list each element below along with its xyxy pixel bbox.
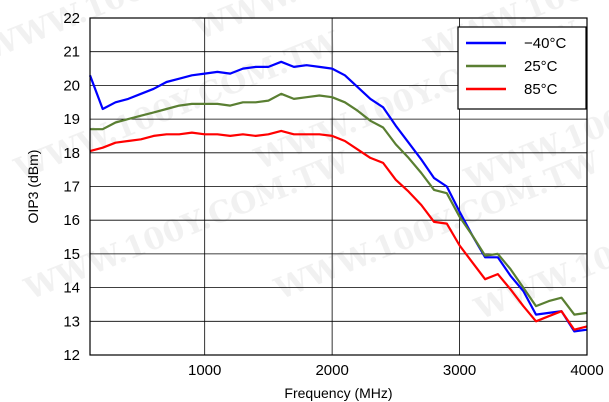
y-tick-label: 17 (63, 179, 80, 196)
legend-label-0: −40°C (524, 35, 566, 52)
legend-box (457, 26, 587, 110)
y-tick-label: 22 (63, 10, 80, 27)
legend: −40°C 25°C 85°C (457, 26, 587, 110)
series-line-1 (90, 92, 588, 316)
x-tick-labels: 1000 2000 3000 4000 (188, 362, 604, 379)
series-lines (88, 60, 588, 333)
series-line-0 (88, 60, 588, 333)
y-tick-label: 19 (63, 111, 80, 128)
y-tick-label: 14 (63, 280, 80, 297)
y-tick-label: 15 (63, 246, 80, 263)
y-tick-labels: 12 13 14 15 16 17 18 19 20 21 22 (63, 10, 80, 364)
y-tick-label: 21 (63, 44, 80, 61)
x-tick-label: 3000 (443, 362, 476, 379)
y-tick-label: 16 (63, 212, 80, 229)
y-axis-label: OIP3 (dBm) (25, 150, 41, 224)
y-tick-label: 18 (63, 145, 80, 162)
y-tick-label: 12 (63, 347, 80, 364)
plot-frame (89, 17, 588, 356)
x-axis-label: Frequency (MHz) (284, 385, 392, 401)
y-tick-label: 20 (63, 77, 80, 94)
x-tick-label: 2000 (315, 362, 348, 379)
legend-label-2: 85°C (524, 81, 558, 98)
x-tick-label: 1000 (188, 362, 221, 379)
x-tick-label: 4000 (570, 362, 603, 379)
series-line-2 (89, 129, 588, 331)
y-tick-label: 13 (63, 313, 80, 330)
legend-label-1: 25°C (524, 58, 558, 75)
